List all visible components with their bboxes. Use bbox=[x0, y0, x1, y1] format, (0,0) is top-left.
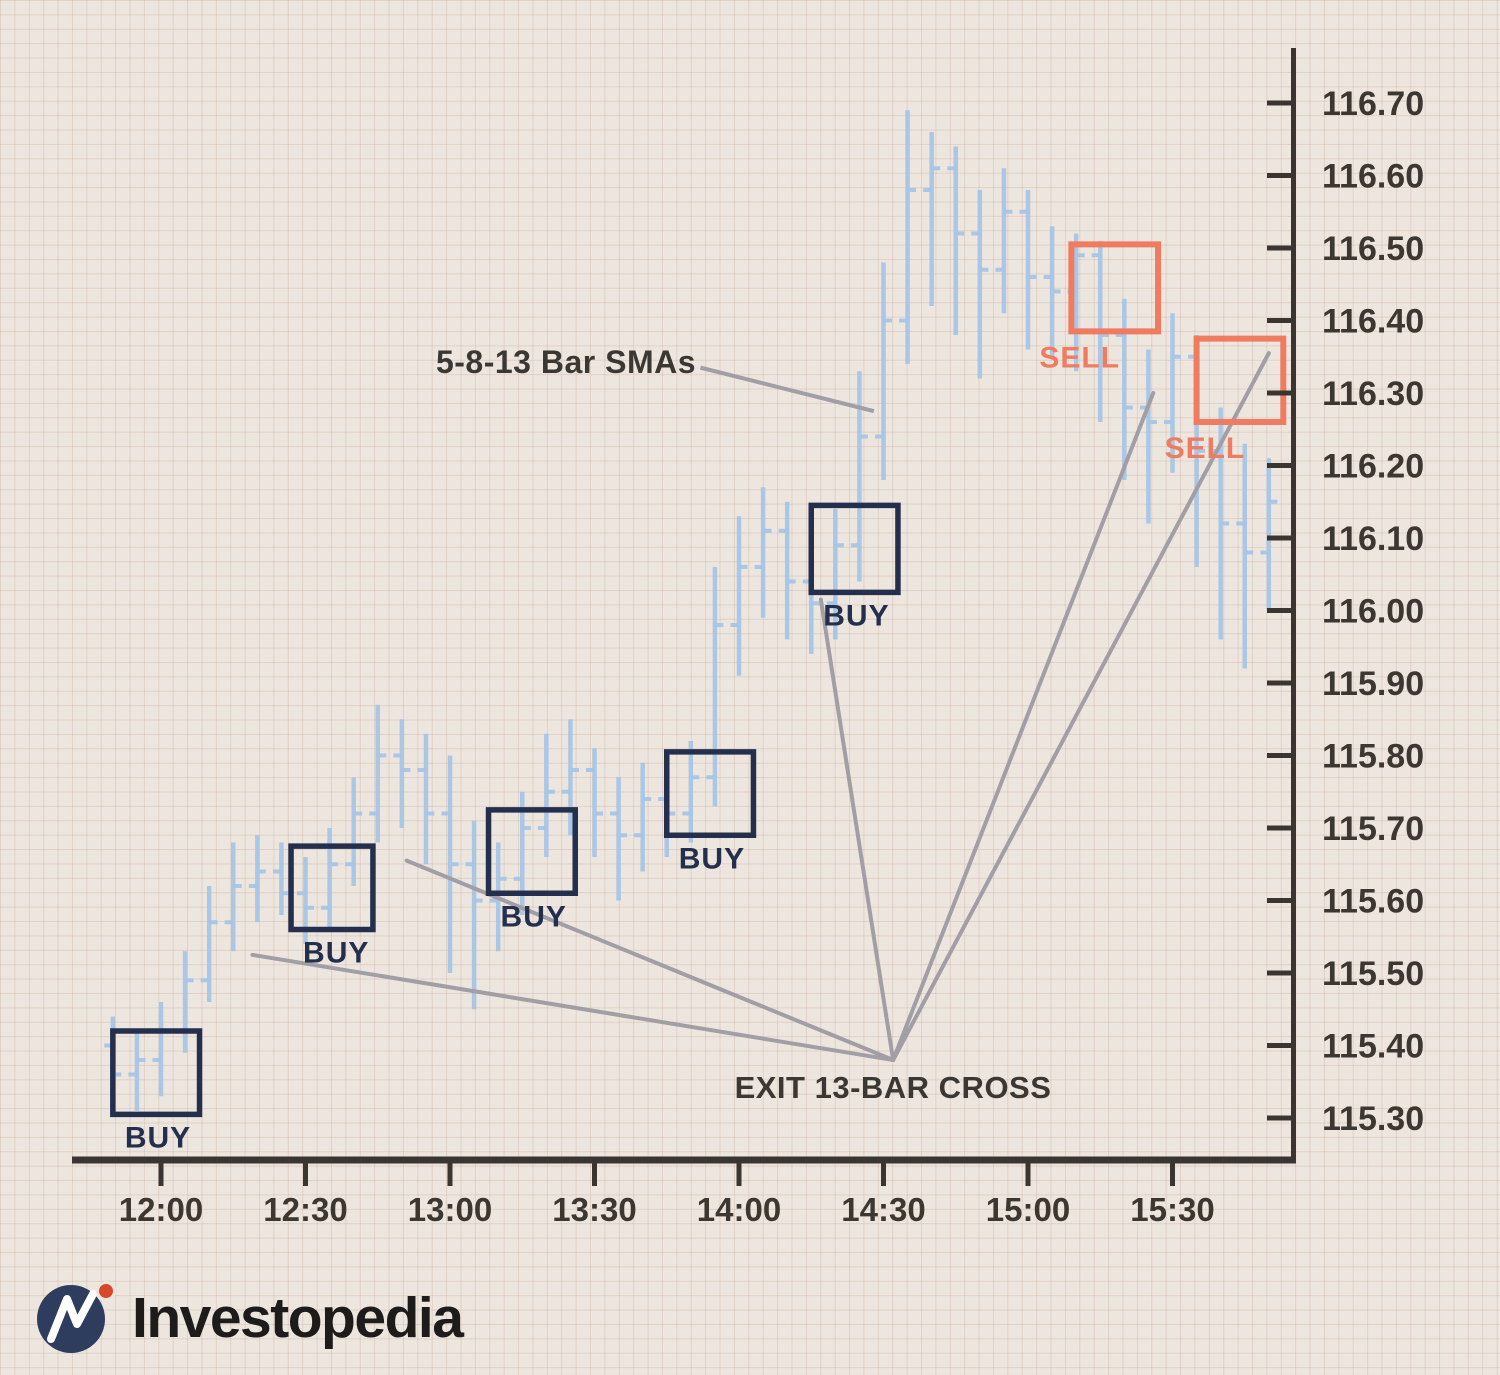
sma-label-pointer-line bbox=[699, 365, 875, 414]
price-bar bbox=[778, 501, 796, 640]
buy-signal-box bbox=[288, 843, 376, 933]
price-bar bbox=[850, 371, 868, 582]
buy-signal-box bbox=[110, 1028, 203, 1118]
sell-signal-label: SELL bbox=[1039, 341, 1120, 374]
x-axis-tick-label: 12:00 bbox=[119, 1191, 203, 1228]
price-bar bbox=[923, 132, 941, 306]
x-axis-tick-label: 12:30 bbox=[263, 1191, 347, 1228]
sma-annotation-label: 5-8-13 Bar SMAs bbox=[435, 344, 696, 380]
exit-annotation-label: EXIT 13-BAR CROSS bbox=[734, 1070, 1052, 1105]
price-bar bbox=[321, 828, 339, 930]
x-axis-tick-label: 14:00 bbox=[697, 1191, 781, 1228]
y-axis-tick-label: 116.40 bbox=[1322, 303, 1424, 341]
buy-signal-label: BUY bbox=[303, 937, 369, 970]
price-bar bbox=[272, 842, 290, 915]
exit-cross-line bbox=[250, 952, 896, 1062]
price-bar bbox=[754, 487, 772, 618]
exit-cross-line bbox=[891, 391, 1156, 1062]
x-axis-tick-label: 13:00 bbox=[408, 1191, 492, 1228]
y-axis-tick-label: 116.00 bbox=[1322, 593, 1424, 631]
price-bar bbox=[393, 719, 411, 828]
price-bar bbox=[1236, 443, 1254, 669]
price-bar bbox=[441, 755, 459, 973]
exit-cross-line bbox=[818, 597, 896, 1062]
price-bar bbox=[417, 733, 435, 865]
investopedia-logo: Investopedia bbox=[34, 1279, 464, 1355]
buy-signal-label: BUY bbox=[679, 842, 745, 875]
price-bar bbox=[200, 886, 218, 1002]
price-bar bbox=[971, 190, 989, 379]
price-bar bbox=[682, 741, 700, 843]
price-bar bbox=[634, 762, 652, 872]
price-bar bbox=[152, 1002, 170, 1097]
exit-cross-line bbox=[404, 858, 896, 1062]
y-axis-tick-label: 116.10 bbox=[1322, 520, 1424, 558]
price-bar bbox=[345, 777, 363, 886]
y-axis-tick-label: 115.50 bbox=[1322, 955, 1424, 993]
y-axis-tick-label: 115.80 bbox=[1322, 738, 1424, 776]
price-bar bbox=[1019, 190, 1037, 350]
investopedia-logo-icon bbox=[37, 1281, 116, 1353]
logo-red-dot bbox=[96, 1281, 116, 1301]
y-axis-tick-label: 116.30 bbox=[1322, 375, 1424, 413]
x-axis-tick-label: 15:30 bbox=[1130, 1191, 1214, 1228]
x-axis-tick-label: 15:00 bbox=[986, 1191, 1070, 1228]
y-axis-tick-label: 115.70 bbox=[1322, 810, 1424, 848]
price-bar bbox=[1043, 226, 1061, 357]
logo-wordmark: Investopedia bbox=[132, 1286, 464, 1350]
buy-signal-label: BUY bbox=[823, 599, 889, 632]
x-axis-tick-label: 14:30 bbox=[841, 1191, 925, 1228]
price-bar bbox=[899, 110, 917, 364]
y-axis-tick-label: 115.40 bbox=[1322, 1028, 1424, 1066]
price-bar bbox=[947, 146, 965, 335]
buy-signal-box bbox=[808, 502, 901, 596]
price-bar bbox=[537, 733, 555, 857]
y-axis-tick-label: 116.60 bbox=[1322, 158, 1424, 196]
price-bar bbox=[561, 719, 579, 836]
sell-signal-box bbox=[1193, 335, 1287, 425]
price-bar bbox=[875, 262, 892, 480]
buy-signal-box bbox=[664, 749, 757, 838]
exit-cross-line bbox=[891, 351, 1271, 1062]
price-bar bbox=[224, 842, 242, 952]
price-bar bbox=[369, 704, 387, 843]
y-axis-tick-label: 115.30 bbox=[1322, 1100, 1424, 1138]
price-bar bbox=[586, 748, 603, 857]
price-bar bbox=[128, 1031, 146, 1111]
sell-signal-label: SELL bbox=[1165, 432, 1246, 465]
y-axis-tick-label: 116.20 bbox=[1322, 448, 1424, 486]
y-axis-tick-label: 115.60 bbox=[1322, 883, 1424, 921]
price-bar bbox=[995, 168, 1013, 314]
y-axis-tick-label: 115.90 bbox=[1322, 665, 1424, 703]
buy-signal-box bbox=[485, 807, 578, 896]
price-bar bbox=[1260, 458, 1278, 611]
price-bar bbox=[1164, 313, 1181, 473]
price-bar bbox=[248, 835, 266, 923]
price-bar bbox=[176, 951, 194, 1053]
exit-cross-lines-group bbox=[250, 351, 1271, 1062]
price-bar bbox=[706, 567, 724, 807]
y-axis-tick-label: 116.70 bbox=[1322, 85, 1424, 123]
price-bar bbox=[610, 777, 628, 901]
sell-signal-box bbox=[1068, 241, 1162, 335]
price-bar bbox=[730, 516, 748, 676]
price-bar bbox=[465, 820, 483, 1010]
price-bar bbox=[1139, 349, 1157, 524]
buy-signal-label: BUY bbox=[501, 900, 567, 933]
buy-signal-label: BUY bbox=[125, 1121, 191, 1154]
logo-i-zigzag bbox=[47, 1290, 97, 1343]
price-bar bbox=[826, 509, 844, 640]
y-axis-tick-label: 116.50 bbox=[1322, 230, 1424, 268]
x-axis-tick-label: 13:30 bbox=[552, 1191, 636, 1228]
